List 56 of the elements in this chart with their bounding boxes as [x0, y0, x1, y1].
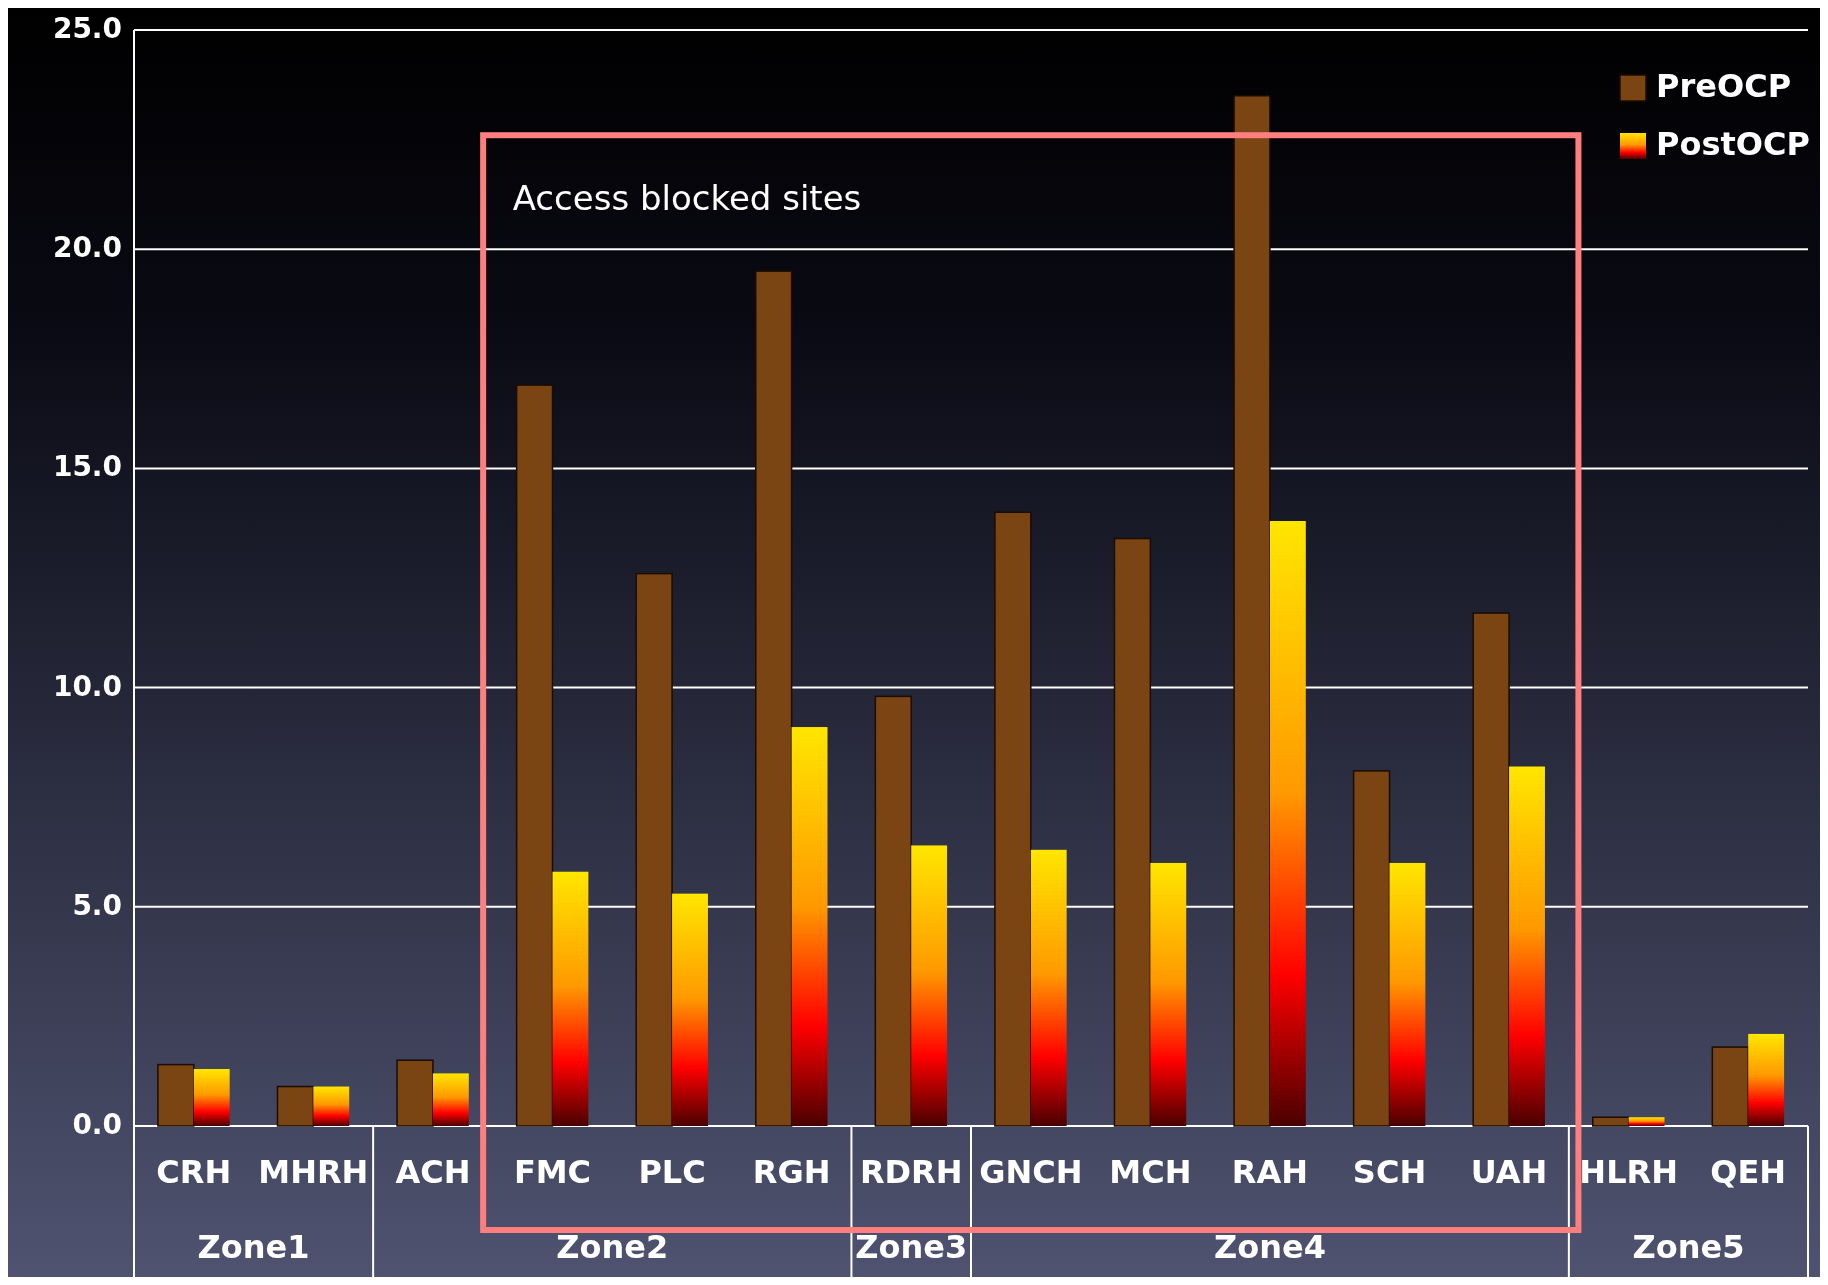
x-tick-label: PLC — [638, 1153, 706, 1191]
y-tick-label: 20.0 — [52, 231, 122, 265]
bar — [157, 1063, 195, 1127]
x-tick-label: CRH — [156, 1153, 232, 1191]
x-tick-label: SCH — [1352, 1153, 1427, 1191]
bar — [911, 845, 948, 1126]
bar — [313, 1086, 350, 1126]
bar — [791, 727, 828, 1126]
bar — [1509, 766, 1545, 1126]
y-tick-label: 5.0 — [72, 888, 122, 922]
x-tick-label: HLRH — [1579, 1153, 1678, 1191]
annotation: Access blocked sites — [512, 178, 862, 219]
y-tick-label: 15.0 — [52, 450, 122, 484]
x-tick-label: MHRH — [258, 1153, 369, 1191]
bar — [1748, 1033, 1785, 1126]
bar — [1628, 1117, 1665, 1126]
bar — [994, 511, 1032, 1127]
x-tick-label: QEH — [1710, 1153, 1787, 1191]
bar — [1030, 849, 1067, 1126]
bar — [432, 1073, 469, 1126]
x-tick-label: RDRH — [859, 1153, 963, 1191]
bar — [1592, 1116, 1630, 1127]
bar — [276, 1085, 315, 1127]
x-tick-label: RGH — [752, 1153, 831, 1191]
bar — [635, 572, 673, 1127]
bar — [1233, 95, 1271, 1127]
y-tick-label: 0.0 — [72, 1108, 122, 1141]
y-tick-label: 10.0 — [52, 669, 122, 703]
bar — [1150, 862, 1187, 1126]
x-tick-label: RAH — [1231, 1153, 1309, 1191]
bar — [1711, 1046, 1749, 1127]
bar — [1389, 862, 1426, 1126]
x-tick-label: ACH — [395, 1153, 471, 1191]
bar — [1472, 612, 1510, 1127]
bar — [1269, 521, 1306, 1126]
bar — [193, 1069, 230, 1126]
x-tick-label: FMC — [513, 1153, 592, 1191]
text: Zone4 — [1213, 1228, 1326, 1266]
y-tick-label: 25.0 — [52, 12, 122, 45]
x-tick-label: MCH — [1109, 1153, 1192, 1191]
bar — [515, 384, 554, 1127]
legend-label: PostOCP — [1656, 125, 1810, 163]
bar — [552, 871, 589, 1126]
bar — [396, 1059, 434, 1127]
x-tick-label: GNCH — [979, 1153, 1083, 1191]
text: Zone5 — [1632, 1228, 1745, 1266]
bar — [1113, 537, 1152, 1127]
bar — [755, 270, 793, 1127]
bar — [672, 893, 708, 1126]
text: Zone2 — [556, 1228, 669, 1266]
bar — [1352, 770, 1391, 1127]
x-tick-label: UAH — [1470, 1153, 1548, 1191]
text: Zone1 — [197, 1228, 310, 1266]
legend-label: PreOCP — [1656, 67, 1792, 105]
bar — [874, 695, 912, 1127]
text: Zone3 — [855, 1228, 968, 1266]
